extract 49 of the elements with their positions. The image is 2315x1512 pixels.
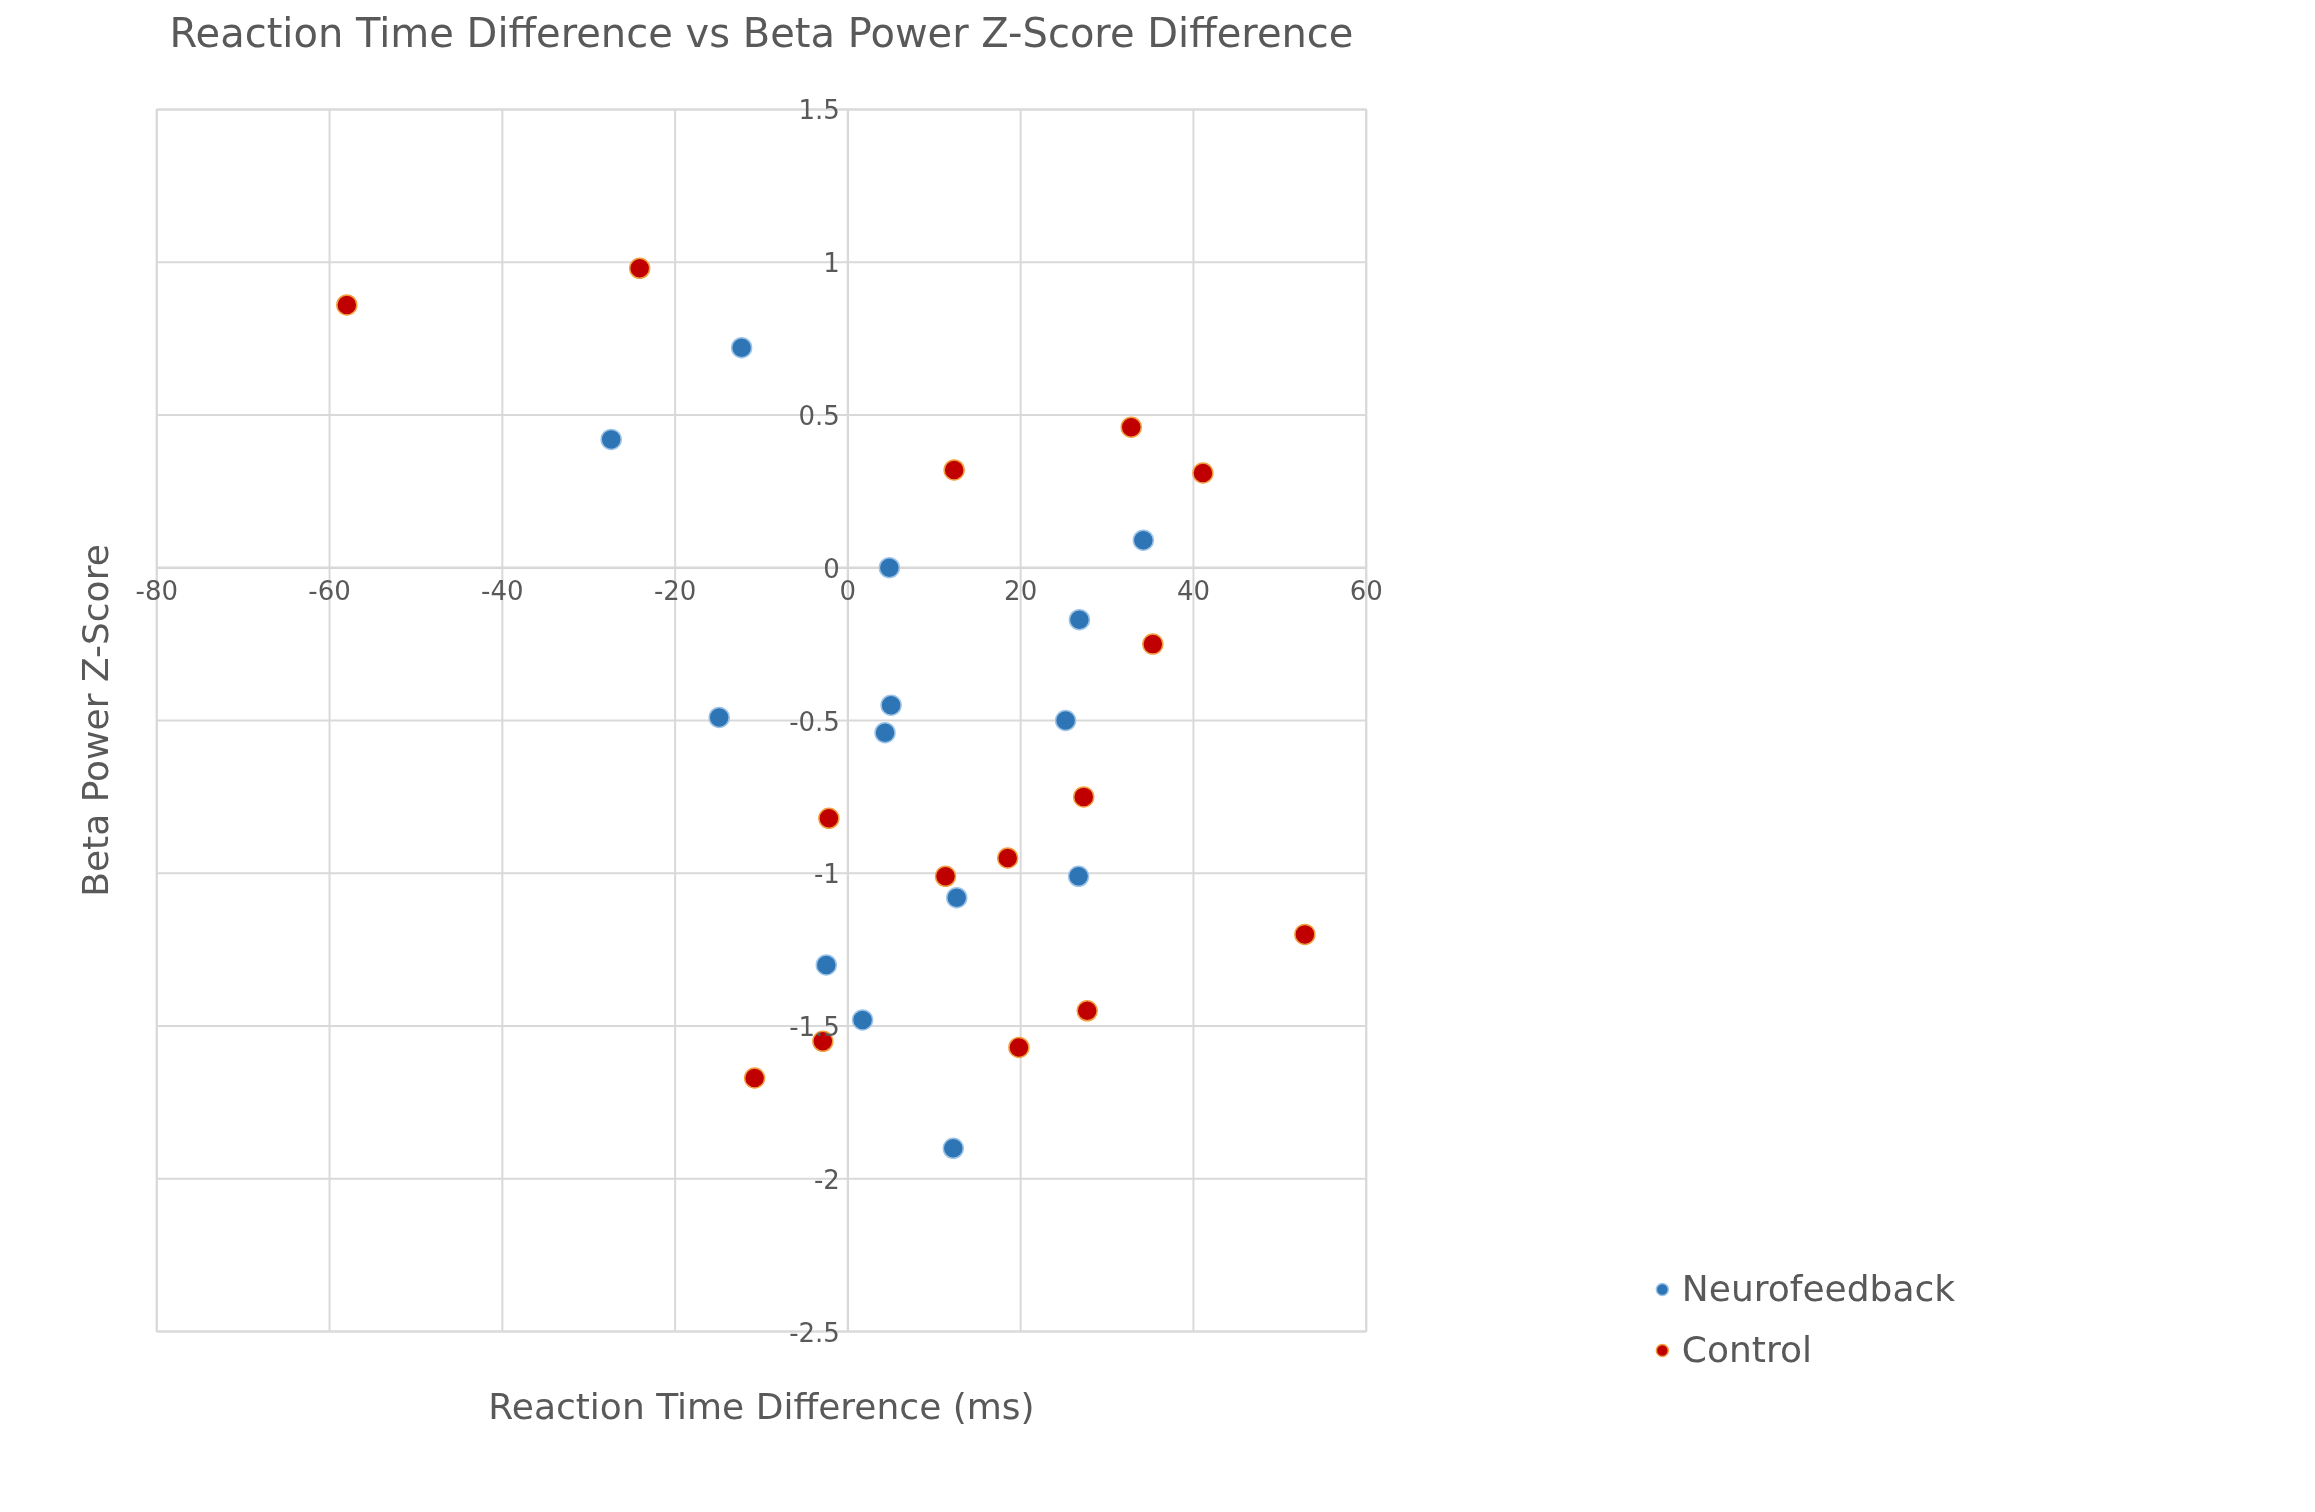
- point: [1067, 865, 1090, 888]
- point: [874, 721, 896, 744]
- y-tick-label: -0.5: [789, 706, 840, 737]
- point: [1054, 709, 1077, 732]
- point: [942, 1137, 965, 1160]
- point: [600, 428, 622, 451]
- legend-label: Control: [1681, 1329, 1812, 1370]
- point: [1076, 1000, 1098, 1022]
- point: [708, 706, 730, 729]
- point: [880, 694, 902, 716]
- point: [945, 886, 968, 909]
- y-tick-label: -2: [813, 1164, 840, 1195]
- point: [943, 459, 965, 481]
- y-tick-label: 1.5: [798, 95, 840, 126]
- x-tick-label: 60: [1349, 575, 1383, 606]
- point: [1294, 923, 1316, 946]
- chart-title: Reaction Time Difference vs Beta Power Z-Score Difference: [169, 9, 1354, 56]
- point: [1192, 462, 1214, 484]
- x-tick-label: -60: [308, 575, 351, 606]
- x-tick-label: -40: [481, 575, 524, 606]
- point: [996, 847, 1019, 869]
- point: [1008, 1036, 1030, 1059]
- point: [730, 336, 753, 359]
- x-tick-label: 20: [1004, 575, 1038, 606]
- x-tick-label: -20: [653, 575, 697, 606]
- x-tick-label: -80: [135, 575, 179, 606]
- point: [1120, 416, 1142, 438]
- point: [815, 954, 838, 976]
- y-axis-title: Beta Power Z-Score: [74, 544, 116, 897]
- point: [1068, 608, 1091, 631]
- point: [628, 257, 651, 280]
- point: [851, 1009, 874, 1031]
- point: [1072, 786, 1095, 808]
- point: [878, 556, 901, 579]
- point: [934, 865, 957, 888]
- x-axis-title: Reaction Time Difference (ms): [488, 1385, 1035, 1427]
- legend-label: Neurofeedback: [1681, 1268, 1956, 1309]
- point: [1132, 529, 1155, 551]
- point: [336, 294, 358, 316]
- y-tick-label: 1: [823, 248, 840, 279]
- y-tick-label: -1: [813, 859, 840, 890]
- y-tick-label: 0.5: [798, 400, 840, 431]
- point: [818, 807, 840, 830]
- point: [1142, 633, 1164, 655]
- x-tick-label: 40: [1176, 575, 1210, 606]
- y-tick-label: -2.5: [789, 1317, 840, 1348]
- y-tick-label: 0: [823, 553, 840, 584]
- y-tick-label: -1.5: [789, 1012, 840, 1043]
- point: [743, 1067, 766, 1089]
